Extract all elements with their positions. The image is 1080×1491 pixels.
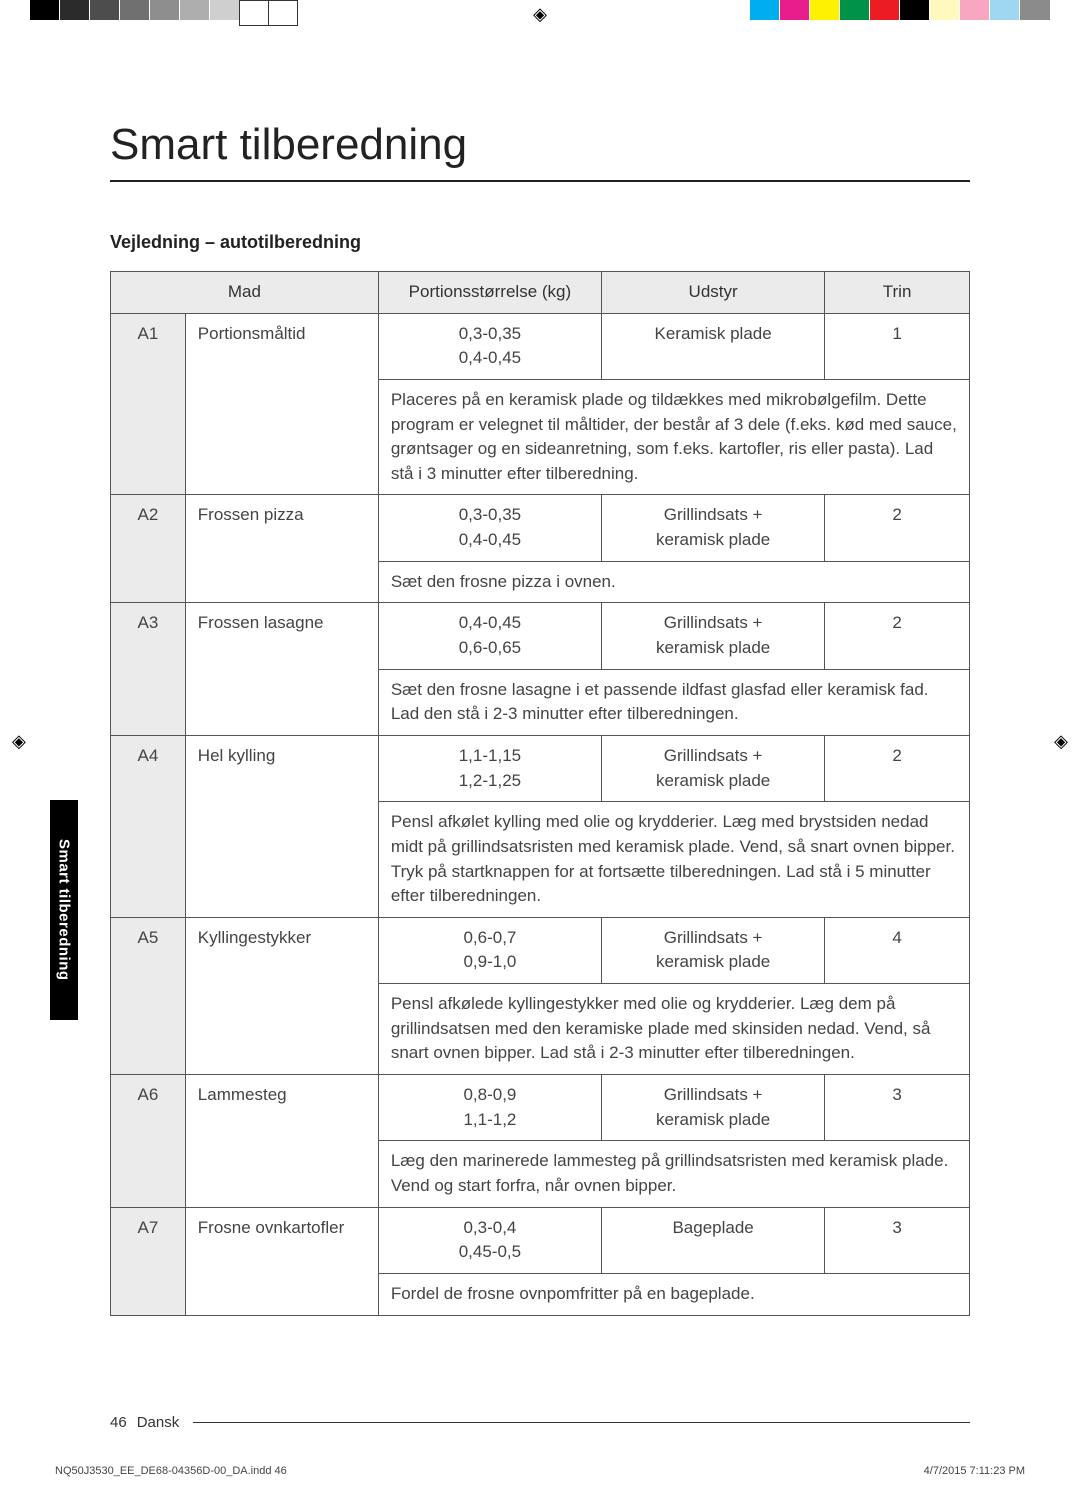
step-cell: 1 [825, 313, 970, 379]
step-cell: 4 [825, 917, 970, 983]
equip-cell: Keramisk plade [602, 313, 825, 379]
desc-cell: Sæt den frosne lasagne i et passende ild… [378, 669, 969, 735]
th-step: Trin [825, 272, 970, 314]
indd-timestamp: 4/7/2015 7:11:23 PM [924, 1465, 1025, 1477]
equip-cell: Bageplade [602, 1207, 825, 1273]
desc-cell: Pensl afkølede kyllingestykker med olie … [378, 984, 969, 1075]
code-cell: A4 [111, 735, 186, 917]
portion-cell: 0,3-0,350,4-0,45 [378, 495, 601, 561]
page-language: Dansk [137, 1414, 180, 1431]
table-row: A5Kyllingestykker0,6-0,70,9-1,0Grillinds… [111, 917, 970, 983]
table-row: A2Frossen pizza0,3-0,350,4-0,45Grillinds… [111, 495, 970, 561]
section-subtitle: Vejledning – autotilberedning [110, 232, 970, 253]
desc-cell: Fordel de frosne ovnpomfritter på en bag… [378, 1273, 969, 1315]
title-rule [110, 180, 970, 182]
equip-cell: Grillindsats +keramisk plade [602, 1075, 825, 1141]
desc-cell: Pensl afkølet kylling med olie og krydde… [378, 802, 969, 918]
desc-cell: Sæt den frosne pizza i ovnen. [378, 561, 969, 603]
food-cell: Portionsmåltid [185, 313, 378, 495]
food-cell: Frossen lasagne [185, 603, 378, 736]
table-row: A1Portionsmåltid0,3-0,350,4-0,45Keramisk… [111, 313, 970, 379]
table-row: A4Hel kylling1,1-1,151,2-1,25Grillindsat… [111, 735, 970, 801]
table-row: A3Frossen lasagne0,4-0,450,6-0,65Grillin… [111, 603, 970, 669]
step-cell: 2 [825, 735, 970, 801]
code-cell: A3 [111, 603, 186, 736]
page-number: 46 [110, 1414, 127, 1431]
portion-cell: 0,4-0,450,6-0,65 [378, 603, 601, 669]
indd-file: NQ50J3530_EE_DE68-04356D-00_DA.indd 46 [55, 1465, 287, 1477]
code-cell: A2 [111, 495, 186, 603]
code-cell: A7 [111, 1207, 186, 1315]
page-footer: 46 Dansk [110, 1414, 970, 1431]
desc-cell: Placeres på en keramisk plade og tildækk… [378, 379, 969, 495]
portion-cell: 0,6-0,70,9-1,0 [378, 917, 601, 983]
step-cell: 3 [825, 1207, 970, 1273]
indd-footer: NQ50J3530_EE_DE68-04356D-00_DA.indd 46 4… [55, 1465, 1025, 1477]
footer-rule [193, 1422, 970, 1423]
portion-cell: 0,3-0,40,45-0,5 [378, 1207, 601, 1273]
equip-cell: Grillindsats +keramisk plade [602, 495, 825, 561]
equip-cell: Grillindsats +keramisk plade [602, 603, 825, 669]
portion-cell: 0,8-0,91,1-1,2 [378, 1075, 601, 1141]
desc-cell: Læg den marinerede lammesteg på grillind… [378, 1141, 969, 1207]
auto-cook-table: Mad Portionsstørrelse (kg) Udstyr Trin A… [110, 271, 970, 1316]
food-cell: Kyllingestykker [185, 917, 378, 1074]
code-cell: A5 [111, 917, 186, 1074]
th-equip: Udstyr [602, 272, 825, 314]
food-cell: Hel kylling [185, 735, 378, 917]
table-row: A6Lammesteg0,8-0,91,1-1,2Grillindsats +k… [111, 1075, 970, 1141]
food-cell: Frosne ovnkartofler [185, 1207, 378, 1315]
step-cell: 3 [825, 1075, 970, 1141]
code-cell: A6 [111, 1075, 186, 1208]
equip-cell: Grillindsats +keramisk plade [602, 917, 825, 983]
table-row: A7Frosne ovnkartofler0,3-0,40,45-0,5Bage… [111, 1207, 970, 1273]
portion-cell: 1,1-1,151,2-1,25 [378, 735, 601, 801]
step-cell: 2 [825, 603, 970, 669]
portion-cell: 0,3-0,350,4-0,45 [378, 313, 601, 379]
food-cell: Lammesteg [185, 1075, 378, 1208]
food-cell: Frossen pizza [185, 495, 378, 603]
th-food: Mad [111, 272, 379, 314]
equip-cell: Grillindsats +keramisk plade [602, 735, 825, 801]
page-title: Smart tilberedning [110, 120, 970, 170]
step-cell: 2 [825, 495, 970, 561]
code-cell: A1 [111, 313, 186, 495]
th-portion: Portionsstørrelse (kg) [378, 272, 601, 314]
